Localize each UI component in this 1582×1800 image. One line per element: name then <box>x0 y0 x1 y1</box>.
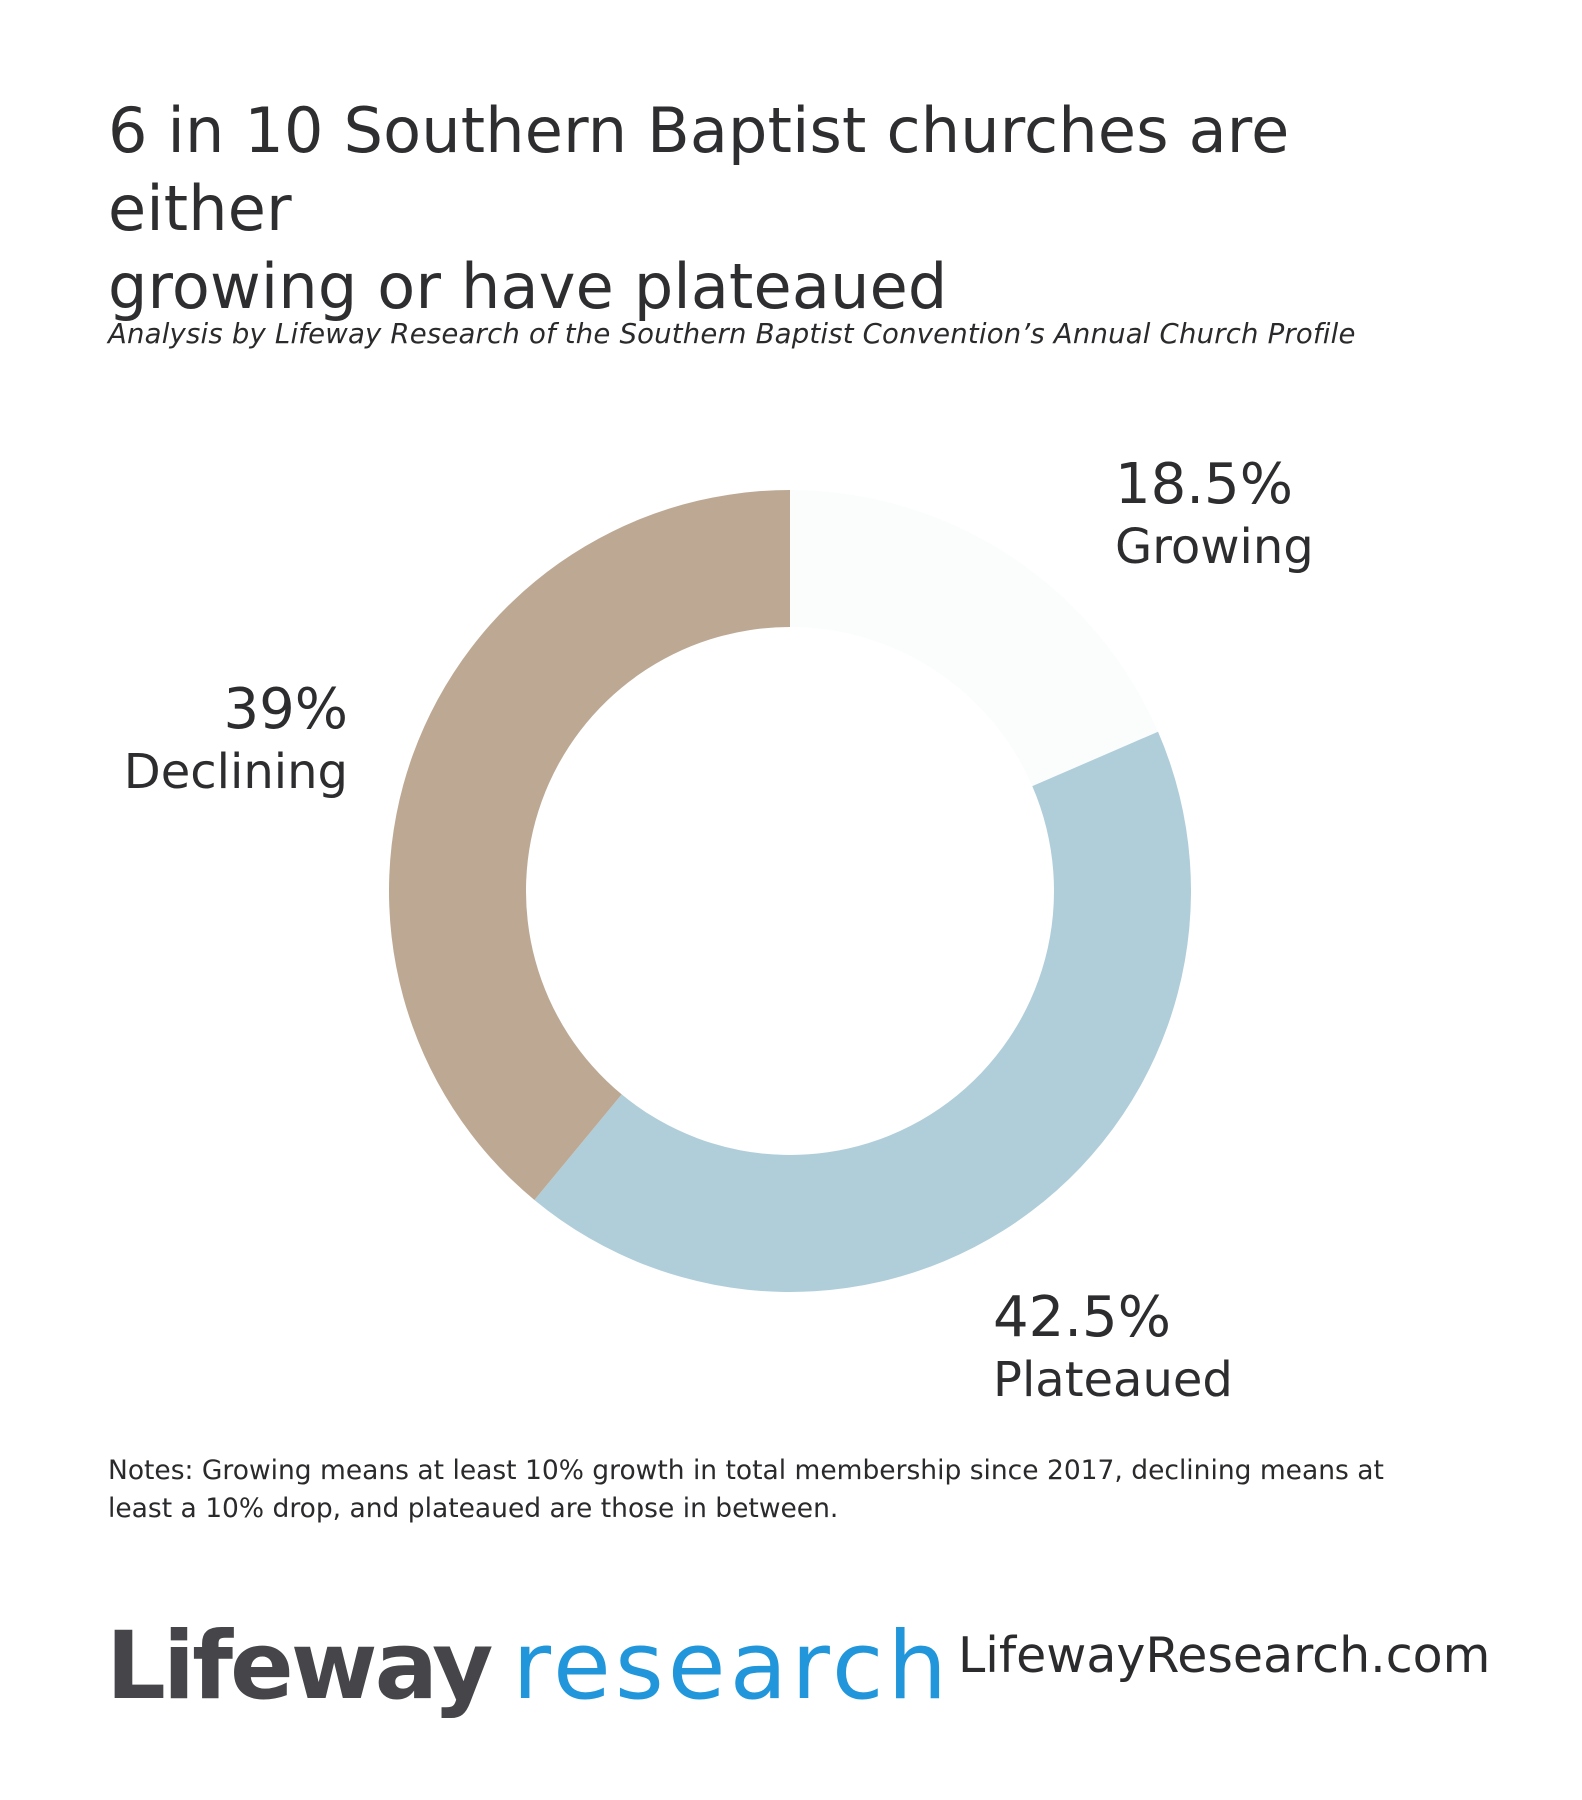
chart-title-line2: growing or have plateaued <box>108 250 948 323</box>
label-plateaued-name: Plateaued <box>993 1352 1233 1408</box>
chart-title-line1: 6 in 10 Southern Baptist churches are ei… <box>108 94 1290 245</box>
lifeway-research-logo: Lifeway research <box>106 1612 951 1722</box>
label-declining-name: Declining <box>123 744 348 800</box>
donut-segment-plateaued <box>534 731 1192 1292</box>
donut-segment-declining <box>388 490 790 1200</box>
logo-brand: Lifeway <box>106 1612 493 1721</box>
label-growing: 18.5% Growing <box>1115 454 1314 578</box>
chart-notes: Notes: Growing means at least 10% growth… <box>108 1452 1438 1528</box>
logo-research: research <box>512 1612 952 1721</box>
notes-line1: Notes: Growing means at least 10% growth… <box>108 1455 1384 1486</box>
donut-segment-growing <box>790 490 1159 787</box>
donut-segments <box>388 490 1192 1292</box>
chart-title: 6 in 10 Southern Baptist churches are ei… <box>108 92 1488 326</box>
label-plateaued: 42.5% Plateaued <box>993 1287 1233 1411</box>
chart-subtitle: Analysis by Lifeway Research of the Sout… <box>108 318 1356 350</box>
website-url: LifewayResearch.com <box>958 1627 1491 1684</box>
label-growing-pct: 18.5% <box>1115 452 1293 517</box>
notes-line2: least a 10% drop, and plateaued are thos… <box>108 1493 839 1524</box>
label-plateaued-pct: 42.5% <box>993 1285 1171 1350</box>
label-declining: 39% Declining <box>100 679 348 803</box>
label-growing-name: Growing <box>1115 519 1314 575</box>
label-declining-pct: 39% <box>223 677 348 742</box>
